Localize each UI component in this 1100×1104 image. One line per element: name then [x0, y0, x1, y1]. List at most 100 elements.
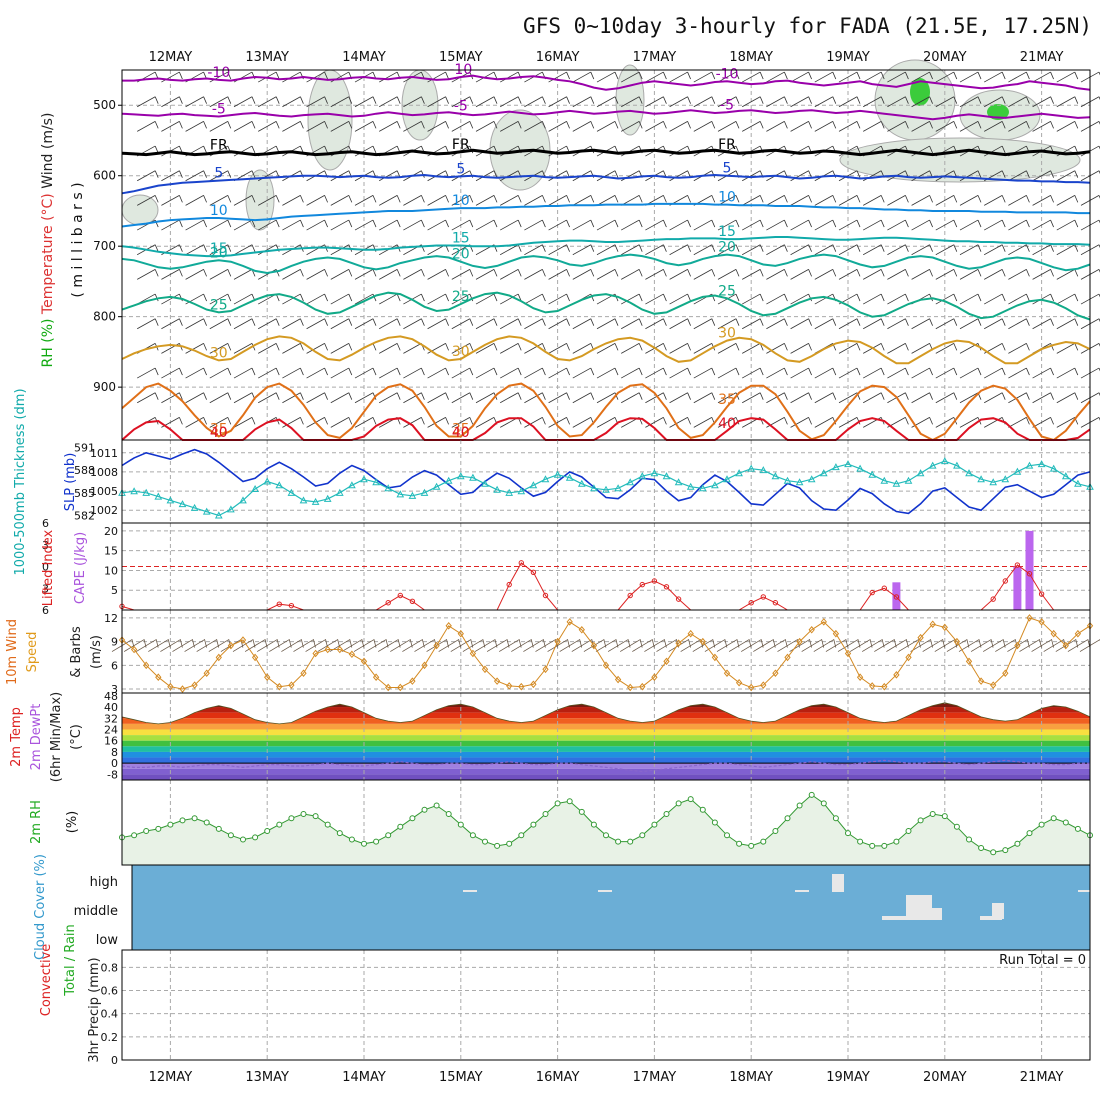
wind10m-point [493, 677, 501, 685]
wind-barb [427, 318, 449, 330]
wind-barb [838, 121, 861, 132]
wind-barb [451, 96, 474, 108]
wind-barb [137, 269, 159, 280]
temp-tick-label: 24 [104, 723, 118, 736]
wind-barb [403, 195, 425, 206]
wind-barb [838, 367, 861, 379]
wind10m-point [348, 650, 356, 659]
wind10m-barb [861, 638, 885, 652]
wind10m-point [203, 669, 210, 678]
wind-barb [766, 195, 788, 206]
thickness-point [577, 479, 586, 487]
run-total: Run Total = 0 [999, 953, 1086, 968]
wind10m-point [917, 633, 924, 642]
rh-point [917, 817, 924, 824]
wind-barb [645, 417, 667, 428]
wind10m-barb [148, 638, 171, 652]
li-point [990, 596, 996, 602]
wind-barb [1032, 417, 1054, 428]
wind-barb [524, 367, 546, 379]
wind-barb [1056, 392, 1079, 404]
wind-barb [185, 318, 207, 330]
wind-barb [379, 269, 401, 280]
wind-tick-label: 12 [104, 612, 118, 625]
rh-point [397, 823, 404, 830]
contour-label: 35 [210, 421, 228, 437]
wind10m-point [421, 661, 428, 670]
date-label-bottom: 19MAY [826, 1070, 870, 1085]
wind-barb [403, 392, 425, 404]
wind-barb [621, 318, 643, 330]
wind-barb [185, 96, 207, 108]
wind-barb [475, 219, 498, 231]
rh-point [445, 811, 452, 817]
contour-label: 20 [210, 245, 228, 261]
temperature-contour [121, 335, 1091, 365]
wind10m-barb [208, 638, 232, 652]
wind10m-point [276, 682, 283, 691]
thickness-point [154, 492, 163, 500]
temp-band [122, 768, 1090, 775]
thickness-point [614, 484, 622, 492]
wind-barb [137, 121, 159, 132]
thickness-point [130, 487, 138, 495]
wind-barb [984, 96, 1006, 108]
wind-barb [548, 195, 570, 206]
wind10m-point [820, 618, 827, 626]
wind-barb [1008, 121, 1030, 132]
wind-barb [669, 121, 691, 132]
wind-barb [1008, 417, 1030, 428]
wind10m-barb [753, 638, 776, 652]
thickness-point [711, 481, 719, 489]
wind-barb [475, 195, 498, 206]
wind-barb [693, 367, 716, 379]
cape-tick-label: 10 [104, 564, 118, 577]
ylabel-part: RH (%) [40, 319, 56, 368]
li-point [748, 600, 754, 606]
wind10m-point [844, 649, 852, 658]
wind10m-point [748, 683, 755, 692]
contour-label: 20 [718, 240, 736, 256]
wind-barb [427, 219, 449, 231]
wind10m-barb [1007, 638, 1030, 652]
wind10m-barb [934, 638, 958, 652]
slp-line [121, 448, 1091, 515]
cape-tick-label: 15 [104, 545, 118, 558]
chart-title: GFS 0~10day 3-hourly for FADA (21.5E, 17… [523, 14, 1092, 38]
wind10m-point [965, 657, 973, 666]
wind-barb [258, 343, 280, 354]
wind-barb [911, 219, 933, 231]
rh-point [627, 838, 634, 845]
li-point [542, 592, 549, 599]
wind-barb [282, 219, 304, 231]
wind10m-point [663, 657, 670, 666]
wind-barb [137, 96, 159, 108]
wind10m-barb [765, 638, 788, 652]
wind-barb [282, 121, 304, 132]
contour-label: 40 [718, 416, 736, 432]
wind10m-point [1026, 614, 1033, 622]
wind-barb [887, 219, 909, 231]
rh-ylabel: 2m RH [29, 800, 44, 844]
wind-barb [814, 318, 837, 330]
wind-barb [282, 293, 304, 305]
thickness-point [1013, 467, 1022, 475]
wind-barb [984, 367, 1006, 379]
wind-barb [161, 71, 183, 83]
cloud-block [832, 874, 844, 892]
wind-barb [693, 96, 716, 108]
wind-barb [984, 244, 1006, 256]
upper-air-tick-label: 600 [93, 169, 116, 183]
wind-barb [451, 293, 474, 305]
rh-point [820, 800, 827, 807]
rh-point [324, 821, 331, 828]
temp-ylabel-part: (°C) [69, 724, 84, 750]
wind10m-point [941, 623, 948, 632]
wind-barb [863, 121, 885, 132]
wind-barb [282, 417, 304, 428]
wind10m-barb [498, 638, 522, 652]
wind-barb [161, 219, 183, 231]
wind-barb [161, 392, 183, 404]
temp-tick-label: 16 [104, 735, 118, 748]
wind-barb [282, 392, 304, 404]
